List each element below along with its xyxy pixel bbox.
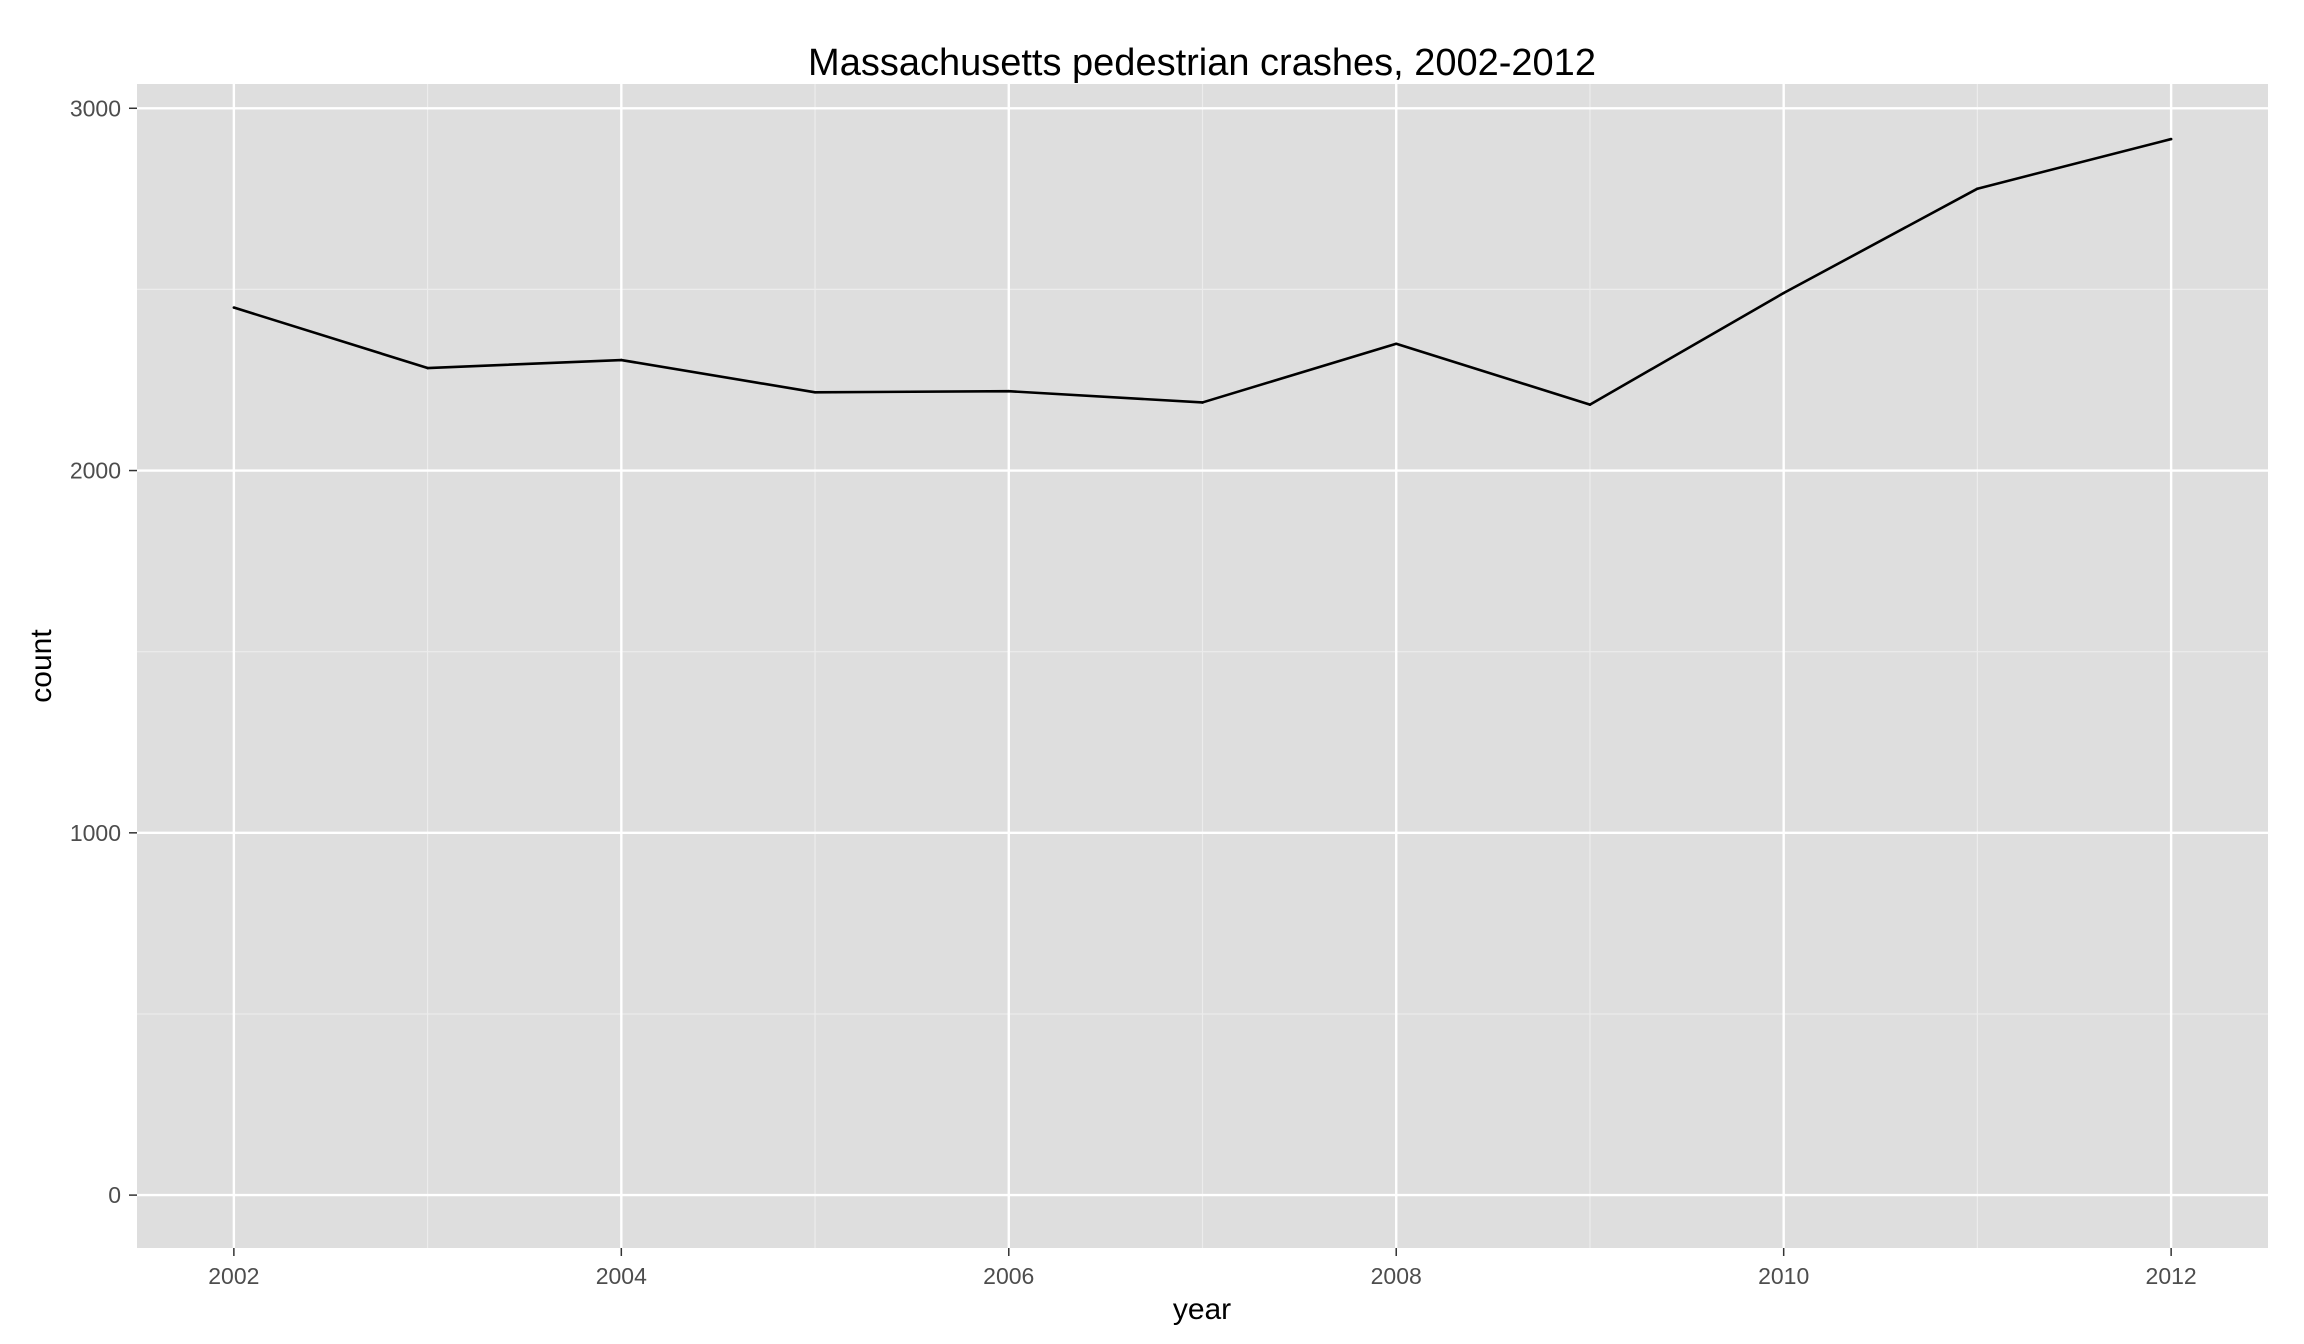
y-axis-tick-labels: 0 1000 2000 3000 — [70, 95, 121, 1208]
data-point — [2169, 137, 2173, 141]
data-point — [426, 366, 429, 370]
data-point — [232, 306, 236, 309]
data-point — [1976, 187, 1979, 190]
data-point — [1588, 403, 1592, 406]
x-tick-label: 2004 — [596, 1263, 647, 1289]
major-gridlines — [137, 84, 2268, 1248]
x-tick-label: 2010 — [1758, 1263, 1809, 1289]
y-tick-label: 0 — [108, 1182, 121, 1208]
chart-title: Massachusetts pedestrian crashes, 2002-2… — [808, 42, 1596, 84]
data-point — [1007, 389, 1011, 393]
x-tick-label: 2012 — [2146, 1263, 2197, 1289]
data-point — [1782, 291, 1785, 295]
x-axis-tick-labels: 2002 2004 2006 2008 2010 2012 — [208, 1263, 2196, 1289]
data-point — [813, 390, 817, 394]
data-point — [1394, 342, 1398, 346]
x-tick-label: 2006 — [983, 1263, 1034, 1289]
axis-ticks — [129, 107, 2172, 1256]
y-axis-title: count — [25, 629, 58, 703]
series-layer — [232, 137, 2173, 406]
x-tick-label: 2002 — [208, 1263, 259, 1289]
y-tick-label: 3000 — [70, 95, 121, 121]
data-point — [1201, 401, 1204, 404]
data-point — [620, 358, 623, 362]
x-tick-label: 2008 — [1371, 1263, 1422, 1289]
y-tick-label: 2000 — [70, 458, 121, 484]
minor-gridlines — [137, 84, 2268, 1248]
y-tick-label: 1000 — [70, 820, 121, 846]
x-axis-title: year — [1173, 1293, 1231, 1326]
